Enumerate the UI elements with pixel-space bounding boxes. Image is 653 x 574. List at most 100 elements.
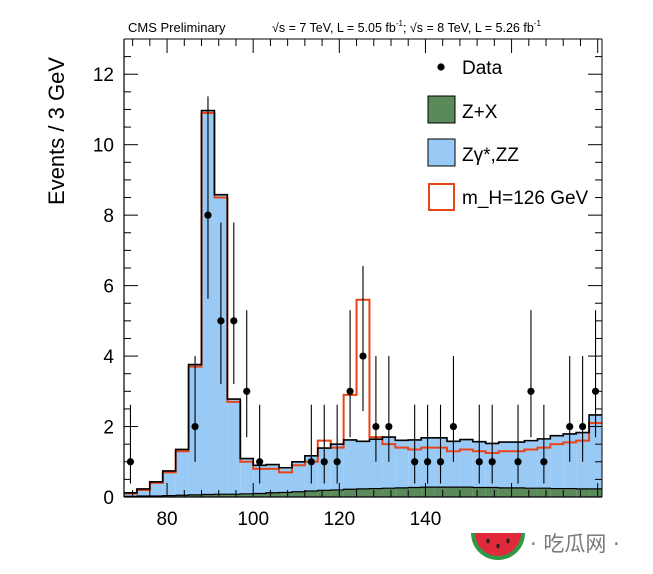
y-tick-label: 8: [103, 206, 114, 227]
legend-zx-label: Z+X: [462, 102, 498, 123]
y-tick-label: 12: [93, 65, 114, 86]
y-tick-label: 0: [103, 488, 114, 509]
watermelon-seed: [486, 538, 490, 544]
zz-bar: [227, 399, 241, 495]
zx-bar: [253, 493, 267, 497]
legend-data-label: Data: [462, 58, 503, 79]
x-tick-label: 100: [237, 509, 269, 530]
zx-bar: [485, 487, 499, 497]
zx-bar: [550, 488, 564, 497]
zz-bar: [382, 437, 396, 489]
data-point: [527, 387, 535, 395]
zx-bar: [395, 487, 409, 497]
data-point: [204, 211, 212, 219]
zz-bar: [175, 449, 189, 496]
data-point: [449, 422, 458, 431]
legend-zz-swatch: [427, 138, 456, 167]
zx-bar: [459, 487, 473, 497]
legend-data-marker: [437, 63, 445, 71]
y-tick-label: 6: [103, 277, 114, 298]
data-point: [307, 458, 315, 466]
zx-bar: [563, 488, 577, 497]
zz-bar: [124, 492, 137, 497]
zx-bar: [162, 495, 176, 497]
data-point: [333, 458, 341, 466]
x-tick-label: 80: [156, 509, 177, 530]
data-point: [488, 458, 496, 466]
zx-bar: [524, 488, 538, 497]
data-point: [346, 387, 354, 395]
zx-bar: [421, 487, 435, 497]
data-point: [514, 458, 522, 466]
zz-bar: [459, 439, 473, 488]
zz-bar: [240, 458, 254, 494]
data-point: [243, 387, 251, 395]
zz-bar: [149, 481, 163, 496]
zx-bar: [498, 487, 512, 497]
data-point: [475, 458, 483, 466]
cms-label: CMS Preliminary: [128, 20, 226, 35]
zx-bar: [291, 491, 305, 497]
zz-bar: [162, 470, 176, 496]
zz-bar: [343, 439, 357, 490]
zx-bar: [576, 488, 590, 497]
legend-higgs-swatch: [428, 183, 455, 211]
zz-outline: [124, 109, 602, 494]
data-point: [359, 352, 367, 360]
data-point: [372, 422, 380, 431]
zz-bar: [291, 461, 305, 492]
y-axis-title: Events / 3 GeV: [44, 57, 69, 205]
zx-bar: [175, 495, 189, 497]
energy-7tev-label: √s = 7 TeV, L = 5.05 fb-1; √s = 8 TeV, L…: [272, 19, 541, 35]
data-point: [436, 458, 445, 466]
zx-bar: [343, 489, 357, 497]
zx-bar: [434, 487, 447, 497]
watermelon-seed: [506, 538, 510, 544]
zx-bar: [369, 488, 383, 497]
zx-bar: [240, 493, 254, 497]
data-point: [579, 422, 587, 431]
zx-bar: [537, 488, 551, 497]
zz-bar: [136, 488, 150, 496]
y-tick-label: 4: [103, 347, 114, 368]
zz-bar: [446, 441, 460, 488]
zz-bar: [201, 110, 215, 495]
zx-bar: [304, 491, 318, 497]
zz-bar: [550, 435, 564, 489]
data-point: [230, 317, 238, 325]
zx-bar: [214, 494, 228, 497]
x-tick-label: 140: [410, 509, 442, 530]
data-point: [256, 458, 264, 466]
zx-bar: [266, 492, 280, 497]
zx-bar: [446, 487, 460, 497]
zx-bar: [317, 490, 331, 497]
zz-bar: [589, 414, 602, 489]
zx-bar: [279, 492, 292, 497]
zz-bar: [356, 441, 370, 489]
legend-zz-label: Zγ*,ZZ: [462, 145, 519, 166]
zz-bar: [279, 467, 292, 493]
zx-bar: [356, 488, 370, 497]
zx-bar: [330, 489, 344, 497]
zx-bar: [227, 494, 241, 497]
zx-bar: [589, 488, 602, 497]
zx-bar: [472, 487, 486, 497]
data-point: [191, 422, 199, 431]
watermark-text: · 吃瓜网 ·: [530, 532, 620, 556]
zz-bar: [524, 440, 538, 489]
data-point: [423, 458, 432, 466]
data-point: [566, 422, 574, 431]
data-point: [217, 317, 225, 325]
legend: Data Z+X Zγ*,ZZ m_H=126 GeV: [427, 58, 589, 211]
axes: 0 2 4 6 8 10 12 80 100 120 140: [93, 38, 603, 530]
zx-bar: [511, 487, 525, 497]
x-tick-label: 120: [323, 509, 355, 530]
zz-bar: [498, 442, 512, 488]
data-point: [320, 458, 328, 466]
y-tick-label: 2: [103, 418, 114, 439]
y-tick-label: 10: [93, 136, 114, 157]
data-point: [385, 422, 393, 431]
watermelon-seed: [496, 543, 500, 549]
legend-zx-swatch: [427, 95, 456, 124]
